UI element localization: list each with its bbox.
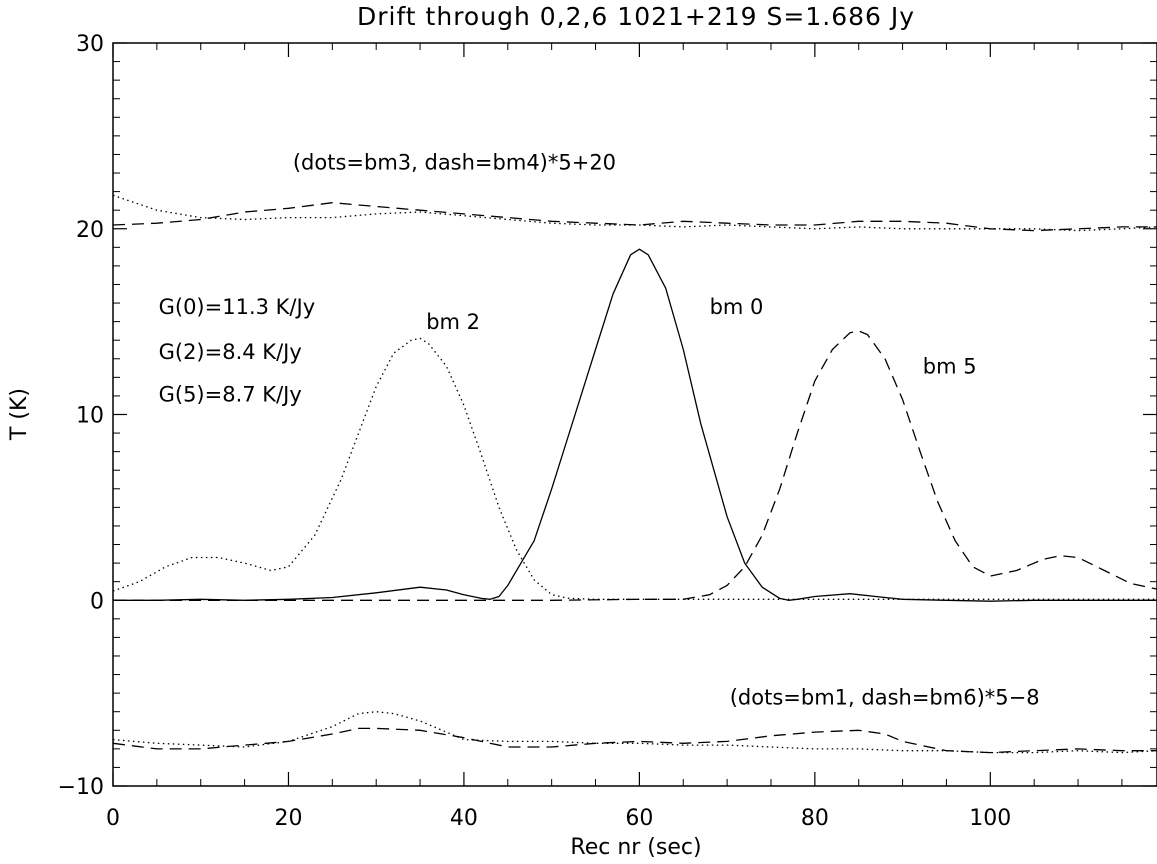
- x-tick-label: 0: [106, 806, 120, 831]
- chart-annotation: G(5)=8.7 K/Jy: [159, 382, 302, 406]
- x-tick-label: 20: [274, 806, 302, 831]
- y-tick-label: 20: [76, 218, 104, 243]
- chart-annotation: bm 5: [923, 355, 977, 379]
- y-tick-label: 10: [76, 404, 104, 429]
- x-tick-label: 100: [969, 806, 1011, 831]
- y-tick-label: 30: [76, 32, 104, 57]
- x-tick-label: 60: [625, 806, 653, 831]
- major-ticks: [112, 42, 1157, 787]
- x-tick-label: 80: [801, 806, 829, 831]
- series-line-bm6: [112, 727, 1157, 754]
- chart-annotation: (dots=bm1, dash=bm6)*5−8: [730, 685, 1040, 709]
- x-axis-label: Rec nr (sec): [570, 835, 701, 860]
- chart-annotation: bm 0: [710, 295, 764, 319]
- series-line-bm1: [112, 711, 1157, 754]
- chart-annotation: G(2)=8.4 K/Jy: [159, 340, 302, 364]
- x-tick-labels: 0 20 40 60 80 100: [106, 806, 1011, 831]
- chart-annotation: G(0)=11.3 K/Jy: [159, 295, 316, 319]
- x-tick-label: 40: [450, 806, 478, 831]
- chart-annotation: (dots=bm3, dash=bm4)*5+20: [293, 150, 616, 174]
- series-line-bm5: [113, 330, 1157, 601]
- series-layer: [112, 194, 1157, 754]
- chart-annotation: bm 2: [426, 310, 480, 334]
- y-axis-label: T (K): [7, 388, 32, 441]
- minor-ticks: [113, 43, 1157, 786]
- y-tick-label: −10: [58, 775, 104, 800]
- y-tick-label: 0: [90, 589, 104, 614]
- series-line-bm4: [112, 202, 1157, 232]
- plot-frame: [112, 42, 1157, 787]
- chart-title: Drift through 0,2,6 1021+219 S=1.686 Jy: [357, 2, 915, 31]
- annotation-layer: (dots=bm3, dash=bm4)*5+20 G(0)=11.3 K/Jy G…: [159, 150, 1040, 709]
- series-line-bm0: [113, 248, 1157, 602]
- y-tick-labels: −10 0 10 20 30: [58, 32, 104, 800]
- series-line-bm2: [112, 337, 1157, 600]
